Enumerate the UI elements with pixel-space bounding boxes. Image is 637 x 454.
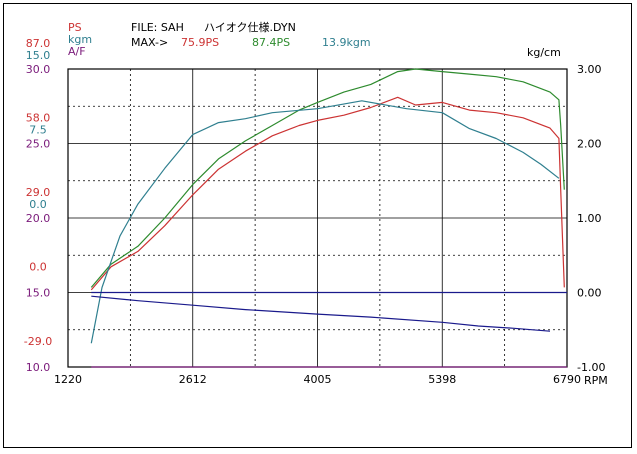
af-tick-label: 30.0 — [26, 63, 51, 76]
ps-tick-label: 58.0 — [26, 112, 51, 125]
max-ps-green: 87.4PS — [252, 36, 291, 49]
right-tick-label: 2.00 — [577, 138, 602, 151]
series-line-kg-cm — [91, 295, 551, 332]
x-tick-label: 5398 — [428, 373, 456, 386]
af-tick-label: 25.0 — [26, 138, 51, 151]
ps-tick-label: 29.0 — [26, 186, 51, 199]
series-line-13-9kgm — [90, 100, 560, 344]
ps-tick-label: 87.0 — [26, 37, 51, 50]
kgm-label: kgm — [68, 33, 93, 46]
af-tick-label: 20.0 — [26, 212, 51, 225]
ps-label: PS — [68, 21, 82, 34]
tick-labels: 1220 2612 4005 5398 679087.015.030.058.07.52… — [24, 37, 606, 386]
af-tick-label: 10.0 — [26, 361, 51, 374]
max-label: MAX-> — [131, 36, 169, 49]
x-tick-label: 6790 — [553, 373, 581, 386]
kgm-tick-label: 7.5 — [29, 124, 47, 137]
file-label: FILE: SAH — [131, 21, 184, 34]
x-tick-label: 1220 — [54, 373, 82, 386]
right-tick-label: 3.00 — [577, 63, 602, 76]
ps-tick-label: -29.0 — [24, 335, 52, 348]
right-tick-label: -1.00 — [577, 361, 605, 374]
right-unit: kg/cm — [527, 46, 561, 59]
max-kgm: 13.9kgm — [322, 36, 371, 49]
x-tick-label: 2612 — [179, 373, 207, 386]
series-lines — [90, 68, 567, 368]
kgm-tick-label: 15.0 — [26, 49, 51, 62]
ps-tick-label: 0.0 — [29, 261, 47, 274]
grid — [67, 68, 568, 368]
series-line-87-4ps — [90, 68, 565, 288]
right-tick-label: 1.00 — [577, 212, 602, 225]
af-label: A/F — [68, 45, 86, 58]
right-tick-label: 0.00 — [577, 287, 602, 300]
kgm-tick-label: 0.0 — [29, 198, 47, 211]
max-ps-red: 75.9PS — [181, 36, 220, 49]
chart-frame — [3, 3, 632, 448]
af-tick-label: 15.0 — [26, 287, 51, 300]
x-unit: RPM — [584, 374, 608, 387]
series-line-75-9ps — [90, 96, 565, 291]
x-tick-label: 4005 — [304, 373, 332, 386]
file-name: ハイオク仕様.DYN — [204, 21, 296, 34]
